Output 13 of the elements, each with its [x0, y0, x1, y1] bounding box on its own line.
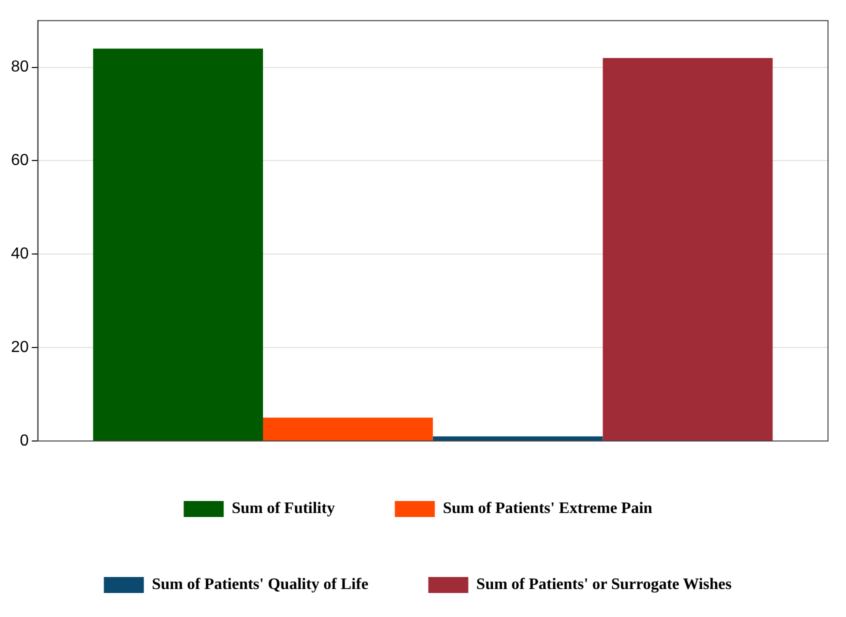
y-tick-label: 60	[11, 152, 29, 170]
legend-label: Sum of Patients' Extreme Pain	[442, 500, 652, 518]
legend-label: Sum of Patients' or Surrogate Wishes	[476, 576, 732, 594]
y-tick-label: 20	[11, 338, 29, 356]
legend-label: Sum of Patients' Quality of Life	[152, 576, 368, 594]
bar	[432, 436, 603, 440]
legend-label: Sum of Futility	[232, 500, 335, 518]
y-tick-label: 0	[20, 432, 29, 450]
bar	[93, 48, 264, 440]
bar	[602, 58, 773, 440]
y-tick-label: 40	[11, 246, 29, 263]
y-tick-label: 80	[11, 58, 29, 76]
bar	[263, 418, 433, 440]
